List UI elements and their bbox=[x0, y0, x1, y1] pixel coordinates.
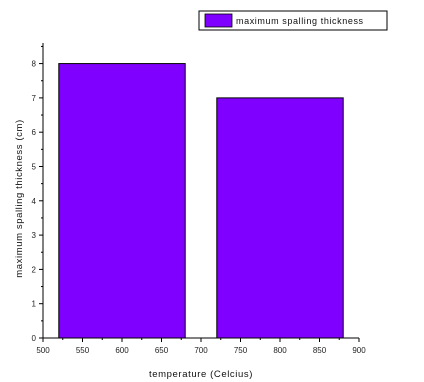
y-tick-label: 5 bbox=[32, 162, 37, 171]
y-tick-label: 6 bbox=[32, 128, 37, 137]
x-tick-label: 500 bbox=[36, 346, 50, 355]
legend-swatch bbox=[204, 13, 233, 28]
x-tick-label: 900 bbox=[352, 346, 366, 355]
x-tick-label: 800 bbox=[273, 346, 287, 355]
x-tick-label: 850 bbox=[313, 346, 327, 355]
y-tick-label: 7 bbox=[32, 94, 37, 103]
x-tick-label: 700 bbox=[194, 346, 208, 355]
legend-entry-label: maximum spalling thickness bbox=[236, 16, 364, 26]
bars-layer bbox=[58, 63, 344, 339]
x-axis-ticks: 500 550 600 650 700 750 800 850 900 bbox=[36, 338, 366, 355]
y-tick-label: 1 bbox=[32, 300, 37, 309]
y-tick-label: 2 bbox=[32, 265, 37, 274]
x-tick-label: 550 bbox=[76, 346, 90, 355]
y-tick-label: 8 bbox=[32, 60, 37, 69]
bar-1 bbox=[58, 63, 186, 339]
y-axis-ticks: 0 1 2 3 4 5 6 7 8 bbox=[32, 45, 43, 343]
x-tick-label: 600 bbox=[115, 346, 129, 355]
bar-2 bbox=[216, 97, 344, 339]
x-tick-label: 750 bbox=[234, 346, 248, 355]
y-tick-label: 4 bbox=[32, 197, 37, 206]
y-tick-label: 0 bbox=[32, 334, 37, 343]
y-tick-label: 3 bbox=[32, 231, 37, 240]
legend-box bbox=[198, 10, 388, 31]
legend: maximum spalling thickness bbox=[198, 10, 388, 31]
y-axis-title: maximum spalling thickness (cm) bbox=[14, 119, 25, 278]
x-tick-label: 650 bbox=[155, 346, 169, 355]
x-axis-title: temperature (Celcius) bbox=[149, 369, 253, 380]
